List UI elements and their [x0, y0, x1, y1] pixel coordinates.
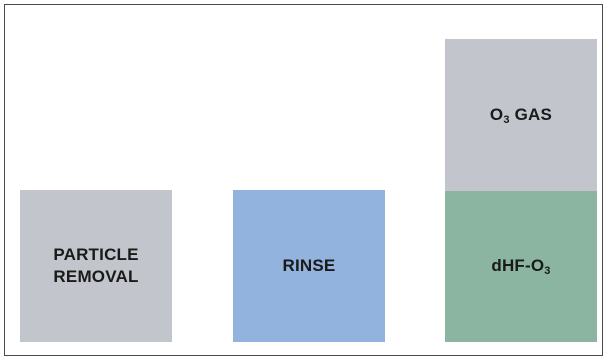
- particle-removal-line2: REMOVAL: [53, 267, 139, 286]
- particle-removal-block: PARTICLE REMOVAL: [20, 190, 172, 342]
- dhf-o3-prefix: dHF-O: [491, 256, 545, 276]
- particle-removal-line1: PARTICLE: [53, 244, 139, 264]
- dhf-o3-label: dHF-O3: [491, 255, 550, 277]
- particle-removal-label: PARTICLE REMOVAL: [53, 244, 138, 288]
- dhf-o3-subscript: 3: [544, 265, 551, 278]
- rinse-label: RINSE: [282, 255, 336, 275]
- ozone-gas-label: O3 GAS: [490, 104, 552, 126]
- ozone-gas-subscript: 3: [503, 113, 510, 126]
- ozone-gas-prefix: O: [489, 104, 504, 124]
- rinse-block: RINSE: [233, 190, 385, 342]
- ozone-gas-block: O3 GAS: [445, 39, 597, 191]
- dhf-o3-block: dHF-O3: [445, 191, 597, 342]
- ozone-gas-suffix: GAS: [509, 104, 553, 124]
